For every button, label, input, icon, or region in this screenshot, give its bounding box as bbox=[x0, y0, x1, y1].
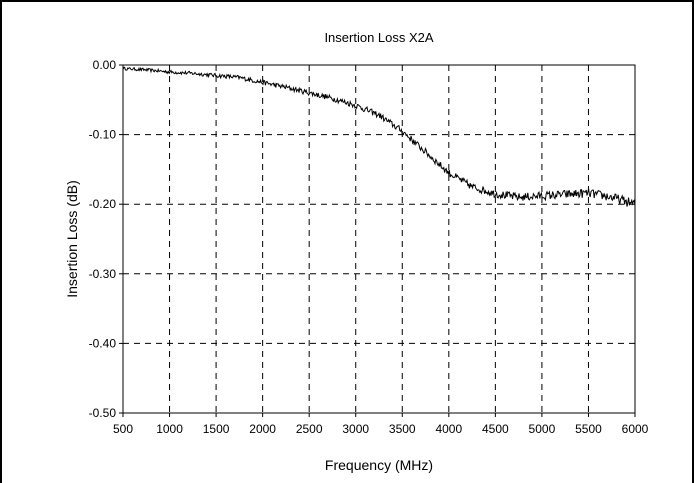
x-tick-label: 3000 bbox=[342, 422, 369, 436]
frame-left-rule bbox=[0, 0, 2, 483]
x-tick-label: 1500 bbox=[203, 422, 230, 436]
y-tick-label: -0.40 bbox=[89, 336, 117, 350]
x-tick-label: 4000 bbox=[435, 422, 462, 436]
frame-top-rule bbox=[0, 0, 694, 2]
y-tick-label: -0.50 bbox=[89, 406, 117, 420]
x-tick-label: 5500 bbox=[575, 422, 602, 436]
x-axis-label: Frequency (MHz) bbox=[325, 457, 433, 473]
plot-area-border bbox=[122, 64, 636, 414]
x-tick-label: 2000 bbox=[249, 422, 276, 436]
y-tick-label: -0.10 bbox=[89, 128, 117, 142]
y-tick-label: -0.30 bbox=[89, 267, 117, 281]
x-tick-label: 4500 bbox=[482, 422, 509, 436]
x-tick-label: 5000 bbox=[529, 422, 556, 436]
x-tick-label: 500 bbox=[113, 422, 133, 436]
x-tick-label: 3500 bbox=[389, 422, 416, 436]
x-tick-label: 1000 bbox=[156, 422, 183, 436]
axis-ticks: 500 1000 1500 2000 2500 3000 3500 4000 4500 5000 5… bbox=[89, 58, 649, 436]
series-layer bbox=[122, 66, 636, 207]
y-axis-label: Insertion Loss (dB) bbox=[64, 180, 80, 298]
chart-title: Insertion Loss X2A bbox=[324, 30, 433, 45]
y-tick-label: -0.20 bbox=[89, 197, 117, 211]
frame-right-rule bbox=[692, 0, 694, 483]
x-tick-label: 2500 bbox=[296, 422, 323, 436]
gridlines bbox=[123, 65, 635, 413]
series-line bbox=[122, 66, 636, 207]
y-tick-label: 0.00 bbox=[93, 58, 117, 72]
x-tick-label: 6000 bbox=[622, 422, 649, 436]
